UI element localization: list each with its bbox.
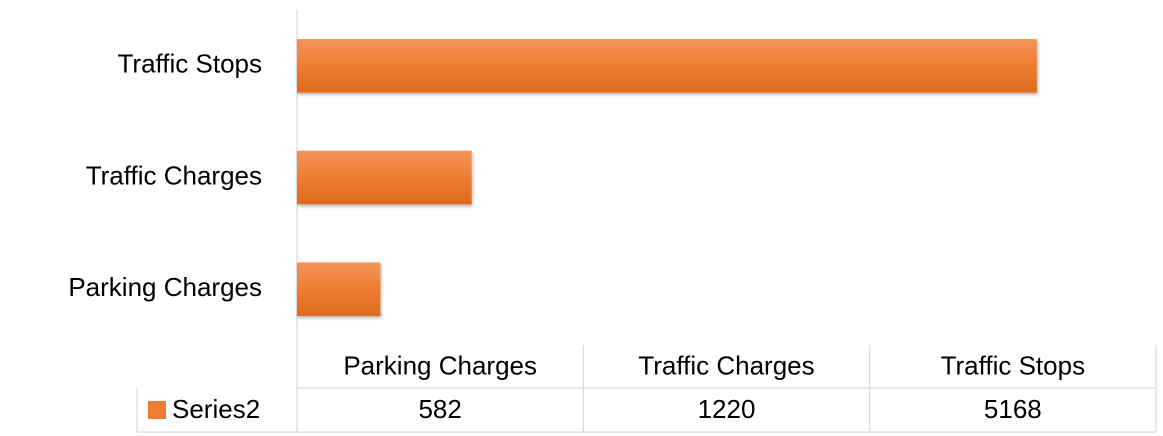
table-header: Parking Charges	[343, 350, 537, 380]
y-tick-label: Traffic Charges	[86, 160, 262, 190]
table-header: Traffic Charges	[638, 350, 814, 380]
bar	[297, 262, 381, 316]
bar	[297, 150, 472, 205]
legend-label: Series2	[172, 394, 260, 424]
y-tick-label: Traffic Stops	[118, 49, 263, 79]
table-value: 582	[418, 394, 461, 424]
legend-key	[148, 401, 166, 419]
y-tick-label: Parking Charges	[68, 272, 262, 302]
table-value: 1220	[698, 394, 756, 424]
table-value: 5168	[984, 394, 1042, 424]
table-header: Traffic Stops	[941, 350, 1086, 380]
bar	[297, 39, 1037, 93]
